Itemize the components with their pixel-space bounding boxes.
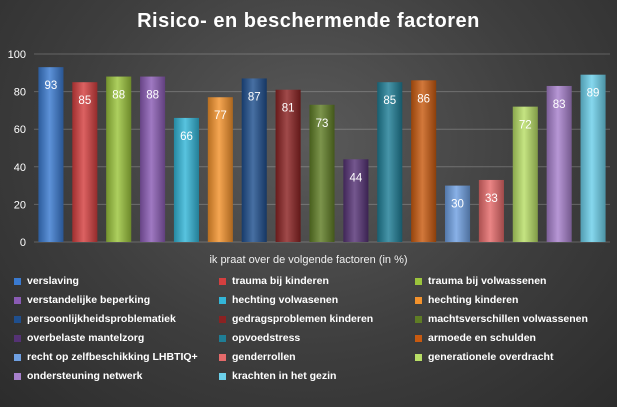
legend-item: verslaving bbox=[14, 273, 219, 289]
legend-swatch bbox=[219, 296, 226, 304]
legend-label: recht op zelfbeschikking LHBTIQ+ bbox=[27, 351, 198, 363]
legend-label: machtsverschillen volwassenen bbox=[428, 313, 588, 325]
bar bbox=[444, 185, 471, 242]
bar bbox=[478, 179, 504, 242]
legend-swatch bbox=[14, 334, 21, 342]
bar bbox=[140, 76, 166, 242]
legend-item: recht op zelfbeschikking LHBTIQ+ bbox=[14, 349, 219, 365]
legend-label: genderrollen bbox=[232, 351, 296, 363]
legend-swatch bbox=[219, 334, 226, 342]
legend-swatch bbox=[219, 372, 226, 380]
data-label: 77 bbox=[214, 110, 227, 122]
data-label: 73 bbox=[316, 118, 329, 130]
legend-swatch bbox=[14, 315, 21, 323]
bar bbox=[106, 76, 132, 242]
bar bbox=[207, 97, 233, 243]
legend-label: armoede en schulden bbox=[428, 332, 536, 344]
bar bbox=[512, 106, 538, 242]
legend-item: verstandelijke beperking bbox=[14, 292, 219, 308]
legend-item: genderrollen bbox=[219, 349, 415, 365]
data-label: 81 bbox=[282, 103, 295, 115]
legend-label: trauma bij volwassenen bbox=[428, 275, 547, 287]
legend-item: krachten in het gezin bbox=[219, 368, 415, 384]
legend-swatch bbox=[14, 353, 21, 361]
data-label: 86 bbox=[417, 93, 430, 105]
legend-item: hechting kinderen bbox=[415, 292, 614, 308]
legend-swatch bbox=[415, 353, 422, 361]
bar bbox=[173, 117, 200, 242]
legend-swatch bbox=[415, 296, 422, 304]
legend-item: generationele overdracht bbox=[415, 349, 614, 365]
y-tick-label: 0 bbox=[20, 237, 26, 249]
y-tick-label: 40 bbox=[14, 162, 26, 174]
legend-label: verstandelijke beperking bbox=[27, 294, 151, 306]
bar bbox=[377, 82, 403, 242]
data-label: 85 bbox=[78, 95, 91, 107]
data-label: 72 bbox=[519, 120, 532, 132]
legend-swatch bbox=[415, 334, 422, 342]
data-label: 33 bbox=[485, 193, 498, 205]
data-label: 66 bbox=[180, 131, 193, 143]
legend-item: machtsverschillen volwassenen bbox=[415, 311, 614, 327]
bar bbox=[72, 82, 98, 242]
legend-label: generationele overdracht bbox=[428, 351, 554, 363]
data-label: 87 bbox=[248, 91, 261, 103]
y-tick-label: 100 bbox=[8, 49, 26, 61]
legend-label: trauma bij kinderen bbox=[232, 275, 329, 287]
legend-swatch bbox=[415, 315, 422, 323]
legend-item: overbelaste mantelzorg bbox=[14, 330, 219, 346]
legend-label: hechting kinderen bbox=[428, 294, 519, 306]
x-axis-label: ik praat over de volgende factoren (in %… bbox=[209, 254, 408, 266]
legend-label: verslaving bbox=[27, 275, 79, 287]
legend-item: hechting volwasenen bbox=[219, 292, 415, 308]
legend-swatch bbox=[14, 372, 21, 380]
legend-label: krachten in het gezin bbox=[232, 370, 337, 382]
legend-swatch bbox=[415, 277, 422, 285]
data-label: 30 bbox=[451, 199, 464, 211]
legend: verslaving trauma bij kinderen trauma bij … bbox=[14, 273, 614, 384]
legend-label: persoonlijkheidsproblematiek bbox=[27, 313, 176, 325]
y-tick-label: 80 bbox=[14, 87, 26, 99]
legend-label: overbelaste mantelzorg bbox=[27, 332, 145, 344]
data-label: 88 bbox=[112, 90, 125, 102]
bar bbox=[275, 89, 301, 242]
legend-swatch bbox=[219, 353, 226, 361]
legend-item: trauma bij volwassenen bbox=[415, 273, 614, 289]
data-label: 83 bbox=[553, 99, 566, 111]
legend-label: hechting volwasenen bbox=[232, 294, 339, 306]
legend-swatch bbox=[14, 277, 21, 285]
legend-swatch bbox=[219, 315, 226, 323]
legend-swatch bbox=[14, 296, 21, 304]
legend-swatch bbox=[219, 277, 226, 285]
legend-label: opvoedstress bbox=[232, 332, 301, 344]
legend-item: ondersteuning netwerk bbox=[14, 368, 219, 384]
bar bbox=[241, 78, 267, 242]
legend-item: persoonlijkheidsproblematiek bbox=[14, 311, 219, 327]
bar bbox=[343, 159, 369, 242]
legend-item: opvoedstress bbox=[219, 330, 415, 346]
bar bbox=[38, 67, 64, 242]
legend-item: trauma bij kinderen bbox=[219, 273, 415, 289]
data-label: 89 bbox=[587, 88, 600, 100]
legend-item: gedragsproblemen kinderen bbox=[219, 311, 415, 327]
legend-label: gedragsproblemen kinderen bbox=[232, 313, 374, 325]
data-label: 93 bbox=[45, 80, 58, 92]
chart-title: Risico- en beschermende factoren bbox=[137, 10, 480, 32]
y-tick-label: 20 bbox=[14, 199, 26, 211]
y-tick-label: 60 bbox=[14, 124, 26, 136]
bar bbox=[580, 74, 606, 243]
data-label: 85 bbox=[383, 95, 396, 107]
legend-label: ondersteuning netwerk bbox=[27, 370, 143, 382]
data-label: 88 bbox=[146, 90, 159, 102]
bar bbox=[309, 104, 335, 242]
bar bbox=[546, 85, 572, 243]
legend-item: armoede en schulden bbox=[415, 330, 614, 346]
data-label: 44 bbox=[349, 172, 362, 184]
bar bbox=[411, 80, 437, 242]
